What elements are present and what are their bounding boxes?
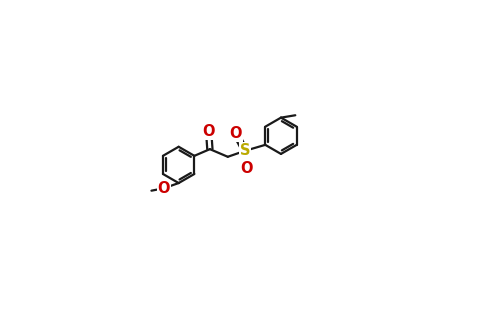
Text: O: O [240,161,252,175]
Text: O: O [230,126,242,141]
Text: S: S [240,143,250,158]
Text: O: O [157,181,170,196]
Text: O: O [203,124,215,140]
